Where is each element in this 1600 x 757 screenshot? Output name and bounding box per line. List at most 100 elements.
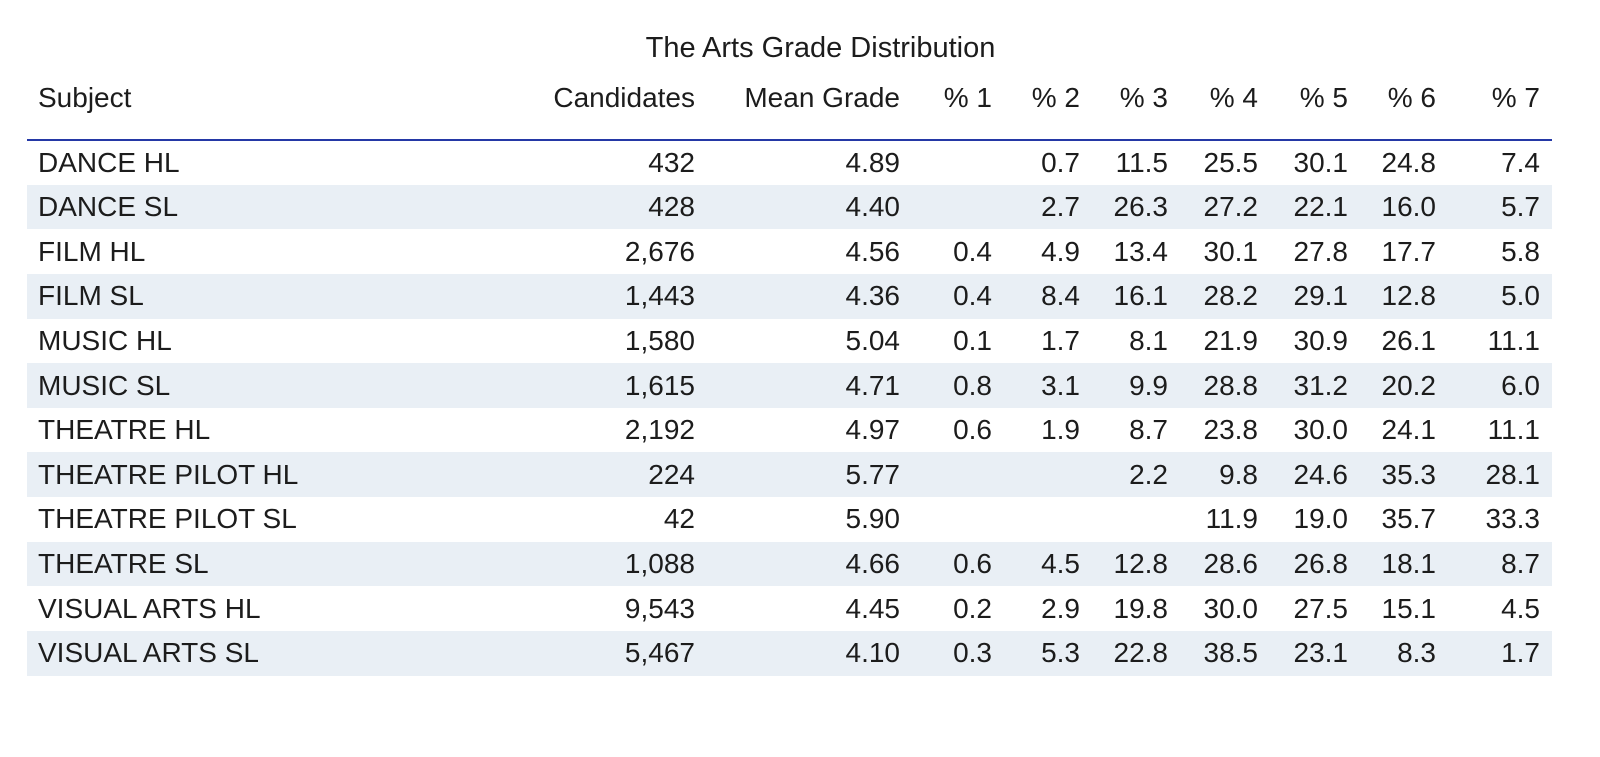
value-cell [912,452,1004,497]
subject-cell: FILM HL [38,235,146,267]
value-cell: 26.8 [1293,548,1349,580]
table-row: DANCE HL 432 4.89 0.7 11.5 25.5 30.1 24.8 7.4 [27,140,1552,185]
subject-cell: DANCE HL [38,146,180,178]
table-row: VISUAL ARTS HL 9,543 4.45 0.2 2.9 19.8 30.0 27.… [27,586,1552,631]
value-cell: 24.1 [1381,414,1437,446]
value-cell: 28.1 [1485,458,1541,490]
value-cell: 8.1 [1129,324,1168,356]
column-header-pct5: % 5 [1270,66,1360,141]
value-cell: 0.3 [953,637,992,669]
value-cell: 4.5 [1501,592,1540,624]
value-cell: 28.6 [1203,548,1259,580]
value-cell: 1,615 [624,369,695,401]
page-title: The Arts Grade Distribution [645,32,996,64]
value-cell: 19.8 [1113,592,1169,624]
column-header-pct1: % 1 [912,66,1004,141]
value-cell: 1.7 [1041,324,1080,356]
value-cell: 12.8 [1381,280,1437,312]
value-cell: 23.1 [1293,637,1349,669]
value-cell: 19.0 [1293,503,1349,535]
table-row: MUSIC HL 1,580 5.04 0.1 1.7 8.1 21.9 30.9 26.1 11… [27,319,1552,364]
value-cell: 4.71 [845,369,901,401]
value-cell: 9,543 [624,592,695,624]
column-header-pct6: % 6 [1360,66,1448,141]
value-cell: 11.5 [1115,146,1168,178]
value-cell: 4.45 [845,592,901,624]
value-cell: 8.7 [1129,414,1168,446]
value-cell: 5.04 [845,324,901,356]
value-cell: 25.5 [1203,146,1259,178]
value-cell: 27.5 [1293,592,1349,624]
value-cell: 0.7 [1041,146,1080,178]
value-cell: 11.9 [1205,503,1258,535]
value-cell: 27.8 [1293,235,1349,267]
value-cell: 22.1 [1293,190,1349,222]
value-cell: 30.1 [1293,146,1349,178]
value-cell: 2.9 [1041,592,1080,624]
value-cell [1092,497,1180,542]
grade-distribution-page: The Arts Grade Distribution Subject Cand… [0,30,1600,757]
value-cell: 4.66 [845,548,901,580]
value-cell [912,185,1004,230]
value-cell: 1,580 [624,324,695,356]
value-cell: 432 [648,146,695,178]
value-cell: 0.1 [953,324,992,356]
column-header-mean-grade: Mean Grade [707,66,912,141]
table-row: THEATRE PILOT HL 224 5.77 2.2 9.8 24.6 35.3 28.… [27,452,1552,498]
value-cell: 224 [648,458,695,490]
value-cell: 2,676 [624,235,695,267]
value-cell: 30.9 [1293,324,1349,356]
value-cell: 0.4 [953,280,992,312]
value-cell: 2.2 [1129,458,1168,490]
value-cell: 35.7 [1381,503,1437,535]
value-cell [1004,497,1092,542]
table-row: VISUAL ARTS SL 5,467 4.10 0.3 5.3 22.8 38.5 23.… [27,631,1552,676]
value-cell: 31.2 [1293,369,1349,401]
value-cell: 4.89 [845,146,901,178]
value-cell: 0.8 [953,369,992,401]
value-cell: 42 [663,503,695,535]
value-cell: 33.3 [1485,503,1541,535]
column-header-pct4: % 4 [1180,66,1270,141]
subject-cell: THEATRE HL [38,414,211,446]
value-cell: 16.0 [1381,190,1437,222]
value-cell: 0.4 [953,235,992,267]
value-cell: 20.2 [1381,369,1437,401]
value-cell: 5.8 [1501,235,1540,267]
table-row: DANCE SL 428 4.40 2.7 26.3 27.2 22.1 16.0 5.7 [27,184,1552,230]
value-cell: 1,088 [624,548,695,580]
value-cell: 28.2 [1203,280,1259,312]
value-cell: 30.0 [1203,592,1259,624]
value-cell: 5.77 [845,458,901,490]
table-row: THEATRE SL 1,088 4.66 0.6 4.5 12.8 28.6 26.8 18.… [27,541,1552,587]
value-cell: 6.0 [1501,369,1540,401]
column-header-pct2: % 2 [1004,66,1092,141]
value-cell: 4.10 [845,637,901,669]
value-cell: 2,192 [624,414,695,446]
value-cell: 30.1 [1203,235,1259,267]
value-cell: 4.97 [845,414,901,446]
value-cell: 428 [648,190,695,222]
value-cell: 18.1 [1381,548,1437,580]
value-cell: 29.1 [1293,280,1349,312]
header-row: Subject Candidates Mean Grade % 1 % 2 % … [27,66,1552,141]
value-cell: 24.8 [1381,146,1437,178]
subject-cell: VISUAL ARTS HL [38,592,261,624]
column-header-pct3: % 3 [1092,66,1180,141]
value-cell: 26.3 [1113,190,1169,222]
column-header-subject: Subject [27,66,472,141]
value-cell: 28.8 [1203,369,1259,401]
value-cell: 13.4 [1113,235,1169,267]
table-row: FILM SL 1,443 4.36 0.4 8.4 16.1 28.2 29.1 12.8 5.… [27,273,1552,319]
value-cell: 7.4 [1501,146,1540,178]
value-cell: 1.7 [1501,637,1540,669]
value-cell: 4.56 [845,235,901,267]
value-cell [912,497,1004,542]
value-cell: 22.8 [1113,637,1169,669]
value-cell: 0.6 [953,414,992,446]
table-row: FILM HL 2,676 4.56 0.4 4.9 13.4 30.1 27.8 17.7 5.… [27,229,1552,274]
value-cell: 4.5 [1041,548,1080,580]
value-cell: 24.6 [1293,458,1349,490]
value-cell: 21.9 [1203,324,1259,356]
value-cell: 12.8 [1113,548,1169,580]
